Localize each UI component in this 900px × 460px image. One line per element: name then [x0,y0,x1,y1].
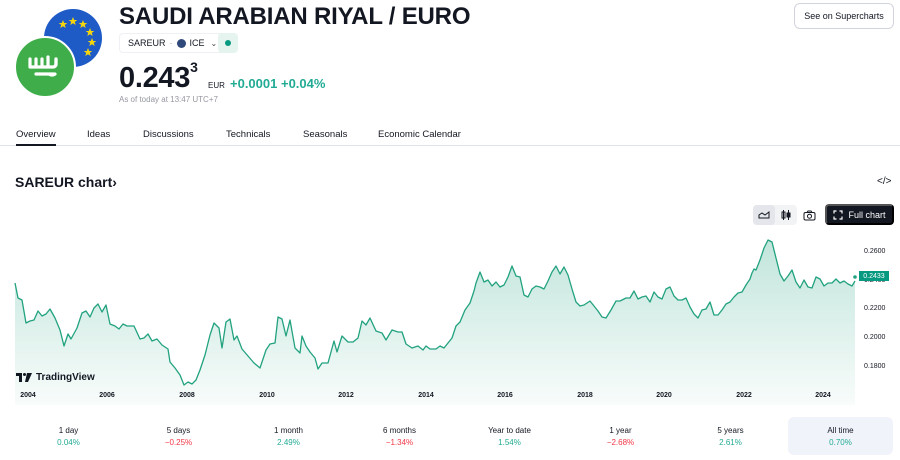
period-label: 1 month [274,425,303,435]
tab-discussions[interactable]: Discussions [143,129,194,140]
price-currency: EUR [208,81,225,90]
period-value: −2.68% [606,437,635,447]
price-chart[interactable] [0,230,900,405]
chart-heading-text: SAREUR chart [15,174,113,190]
tradingview-logo-icon [16,373,32,382]
page-title: SAUDI ARABIAN RIYAL / EURO [119,3,471,30]
period-year-to-date[interactable]: Year to date 1.54% [457,417,562,455]
x-tick: 2008 [179,392,195,399]
x-tick: 2012 [338,392,354,399]
candles-button[interactable] [775,205,797,225]
period-1-month[interactable]: 1 month 2.49% [236,417,341,455]
period-5-days[interactable]: 5 days −0.25% [126,417,231,455]
period-label: 1 year [609,425,632,435]
period-value: 2.49% [277,437,300,447]
see-on-supercharts-button[interactable]: See on Supercharts [794,3,894,29]
x-tick: 2022 [736,392,752,399]
price-change: +0.0001 +0.04% [230,76,325,91]
period-1-day[interactable]: 1 day 0.04% [16,417,121,455]
chart-style-toggle [753,205,797,225]
period-value: 0.70% [829,437,852,447]
period-value: 2.61% [719,437,742,447]
price-line [14,239,856,386]
x-tick: 2004 [20,392,36,399]
y-tick: 0.2600 [864,248,886,255]
snapshot-button[interactable] [799,205,819,225]
tab-ideas[interactable]: Ideas [87,129,111,140]
last-price: 0.2433 [119,59,198,95]
chevron-down-icon: ⌄ [210,38,218,48]
last-point-marker [853,275,857,279]
fullscreen-icon [833,209,844,220]
y-tick: 0.1800 [864,363,886,370]
period-5-years[interactable]: 5 years 2.61% [678,417,783,455]
change-pct: +0.04% [280,76,326,91]
chart-area-fill [15,240,855,405]
period-label: 6 months [383,425,416,435]
x-tick: 2024 [815,392,831,399]
period-label: 5 days [166,425,191,435]
x-tick: 2018 [577,392,593,399]
area-chart-icon [758,211,770,219]
tradingview-wordmark: TradingView [36,372,95,383]
tab-economic-calendar[interactable]: Economic Calendar [378,129,461,140]
y-tick: 0.2200 [864,305,886,312]
change-abs: +0.0001 [230,76,278,91]
exchange-icon [176,38,186,48]
last-price-tag: 0.2433 [859,271,889,281]
saudi-riyal-icon [14,36,76,98]
chart-heading-link[interactable]: SAREUR chart› [15,174,117,190]
tab-bar: Overview Ideas Discussions Technicals Se… [0,121,900,146]
tab-technicals[interactable]: Technicals [226,129,271,140]
full-chart-button[interactable]: Full chart [825,204,894,225]
period-value: 1.54% [498,437,521,447]
tab-seasonals[interactable]: Seasonals [303,129,348,140]
market-open-dot-icon [225,40,231,46]
period-value: −1.34% [385,437,414,447]
price-sup: 3 [190,59,198,76]
x-tick: 2006 [99,392,115,399]
full-chart-label: Full chart [848,209,886,220]
period-all-time[interactable]: All time 0.70% [788,417,893,455]
x-tick: 2020 [656,392,672,399]
x-tick: 2016 [497,392,513,399]
chevron-right-icon: › [112,174,117,190]
period-label: Year to date [488,425,531,435]
tab-overview[interactable]: Overview [16,129,56,146]
period-value: −0.25% [164,437,193,447]
embed-code-icon[interactable]: </> [877,176,892,187]
x-tick: 2014 [418,392,434,399]
price-main: 0.243 [119,62,191,94]
x-tick: 2010 [259,392,275,399]
period-6-months[interactable]: 6 months −1.34% [347,417,452,455]
area-chart-button[interactable] [753,205,775,225]
symbol-label: SAREUR [128,38,166,48]
exchange-label: ICE [189,38,205,48]
tradingview-watermark: TradingView [16,372,95,383]
camera-icon [803,210,815,220]
market-status-badge[interactable] [218,33,238,53]
symbol-exchange-selector[interactable]: SAREUR · ICE ⌄ [119,33,227,53]
period-label: 5 years [717,425,744,435]
y-tick: 0.2000 [864,334,886,341]
period-1-year[interactable]: 1 year −2.68% [568,417,673,455]
as-of-timestamp: As of today at 13:47 UTC+7 [119,95,218,104]
period-label: All time [827,425,854,435]
separator: · [169,38,173,48]
candlestick-icon [781,210,791,220]
period-label: 1 day [58,425,79,435]
performance-periods: 1 day 0.04% 5 days −0.25% 1 month 2.49% … [0,417,900,457]
period-value: 0.04% [57,437,80,447]
symbol-logo [14,9,106,99]
